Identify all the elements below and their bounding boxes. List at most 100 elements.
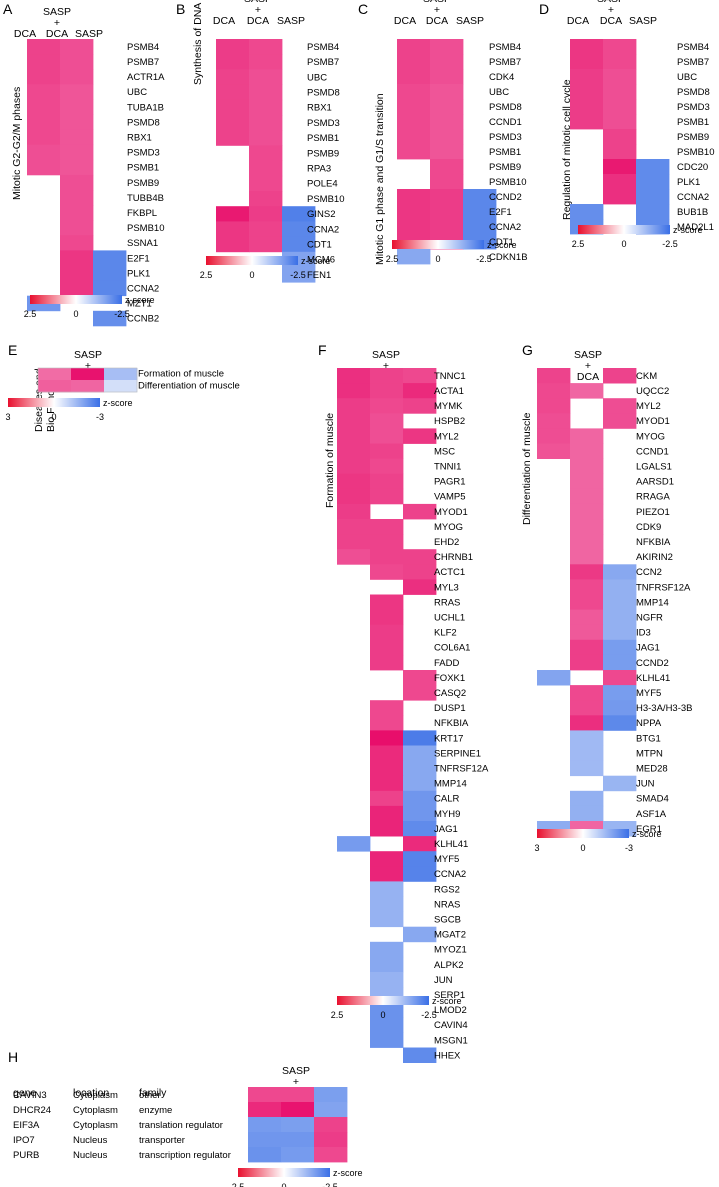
heatmap-cell xyxy=(570,805,604,822)
heatmap-cell xyxy=(249,175,283,192)
colorbar-tick-label: -3 xyxy=(625,843,633,853)
row-label: CCND2 xyxy=(489,192,522,203)
heatmap-cell xyxy=(403,730,437,746)
heatmap-cell xyxy=(249,69,283,85)
row-label: E2F1 xyxy=(489,207,512,218)
zscore-colorbar xyxy=(537,829,629,838)
row-label: PSMD3 xyxy=(489,132,522,143)
colorbar-tick-label: -2.5 xyxy=(662,239,678,249)
row-label: CDKN1B xyxy=(489,252,528,263)
heatmap-cell xyxy=(397,39,431,55)
heatmap-cell xyxy=(370,896,404,912)
row-label: MYL2 xyxy=(434,431,459,442)
colorbar-tick-label: 0 xyxy=(249,270,254,280)
heatmap-cell xyxy=(403,670,437,686)
heatmap-cell xyxy=(570,69,604,85)
heatmap-cell xyxy=(570,428,604,444)
heatmap-cell xyxy=(282,236,316,253)
heatmap-cell xyxy=(537,398,571,414)
panel-letter: B xyxy=(176,1,185,17)
row-label: PSMD8 xyxy=(127,117,160,128)
row-label: MYOZ1 xyxy=(434,945,467,956)
heatmap-cell xyxy=(282,267,316,283)
colorbar-tick-label: 3 xyxy=(5,412,10,422)
heatmap-cell xyxy=(603,413,637,429)
heatmap-cell xyxy=(430,129,464,145)
heatmap-cell xyxy=(60,39,94,55)
heatmap-cell xyxy=(60,235,94,251)
heatmap-cell xyxy=(603,84,637,100)
heatmap-cell xyxy=(337,398,371,414)
table-cell: enzyme xyxy=(139,1105,172,1116)
column-header: SASP xyxy=(456,15,484,27)
heatmap-cell xyxy=(370,1017,404,1033)
colorbar-tick-label: 3 xyxy=(534,843,539,853)
heatmap-cell xyxy=(570,730,604,746)
table-cell: transcription regulator xyxy=(139,1150,231,1161)
heatmap-cell xyxy=(570,549,604,565)
heatmap-cell xyxy=(603,594,637,610)
zscore-colorbar xyxy=(30,295,122,304)
heatmap-cell xyxy=(370,368,404,384)
heatmap-cell xyxy=(370,488,404,505)
row-label: AKIRIN2 xyxy=(636,552,673,563)
row-label: ACTA1 xyxy=(434,386,464,397)
table-header: gene xyxy=(13,1087,37,1099)
row-label: FOXK1 xyxy=(434,673,465,684)
heatmap-cell xyxy=(60,99,94,115)
heatmap-cell xyxy=(570,488,604,505)
heatmap-cell xyxy=(249,221,283,237)
colorbar-tick-label: 2.5 xyxy=(200,270,213,280)
heatmap-cell xyxy=(397,189,431,205)
row-label: MMP14 xyxy=(636,597,669,608)
row-label: PSMB9 xyxy=(677,132,709,143)
row-label: PSMB9 xyxy=(127,178,159,189)
heatmap-cell xyxy=(603,69,637,85)
heatmap-cell xyxy=(314,1117,348,1133)
row-label: UBC xyxy=(307,72,327,83)
heatmap-cell xyxy=(249,236,283,253)
heatmap-cell xyxy=(370,730,404,746)
column-header: DCA xyxy=(394,15,416,27)
row-label: TNNI1 xyxy=(434,461,461,472)
column-header: + xyxy=(434,4,440,16)
heatmap-cell xyxy=(216,236,250,253)
heatmap-cell xyxy=(60,174,94,191)
heatmap-cell xyxy=(71,380,105,393)
heatmap-cell xyxy=(370,911,404,928)
row-label: PLK1 xyxy=(677,177,700,188)
colorbar-title: z-score xyxy=(632,829,662,839)
heatmap-cell xyxy=(603,54,637,70)
colorbar-tick-label: -2.5 xyxy=(290,270,306,280)
heatmap-cell xyxy=(403,805,437,822)
heatmap-cell xyxy=(603,670,637,686)
heatmap-cell xyxy=(370,458,404,475)
column-header: DCA xyxy=(577,371,599,383)
heatmap-cell xyxy=(337,473,371,490)
heatmap-cell xyxy=(603,398,637,414)
heatmap-cell xyxy=(636,204,670,220)
heatmap-cell xyxy=(27,114,61,130)
heatmap-cell xyxy=(430,159,464,175)
heatmap-cell xyxy=(216,115,250,131)
colorbar-tick-label: 0 xyxy=(73,309,78,319)
heatmap-cell xyxy=(370,1002,404,1018)
row-label: KLHL41 xyxy=(636,673,670,684)
column-header: SASP xyxy=(574,349,602,361)
row-label: SMAD4 xyxy=(636,794,669,805)
heatmap-cell xyxy=(249,160,283,177)
heatmap-cell xyxy=(216,206,250,222)
row-label: EHD2 xyxy=(434,537,459,548)
colorbar-tick-label: -3 xyxy=(96,412,104,422)
heatmap-cell xyxy=(337,503,371,520)
heatmap-cell xyxy=(104,368,138,381)
heatmap-cell xyxy=(603,189,637,205)
heatmap-cell xyxy=(60,69,94,85)
heatmap-cell xyxy=(370,549,404,565)
heatmap-cell xyxy=(570,473,604,490)
row-label: MYOG xyxy=(636,431,665,442)
row-label: CDT1 xyxy=(489,237,514,248)
colorbar-tick-label: -2.5 xyxy=(322,1182,338,1187)
heatmap-cell xyxy=(60,190,94,206)
